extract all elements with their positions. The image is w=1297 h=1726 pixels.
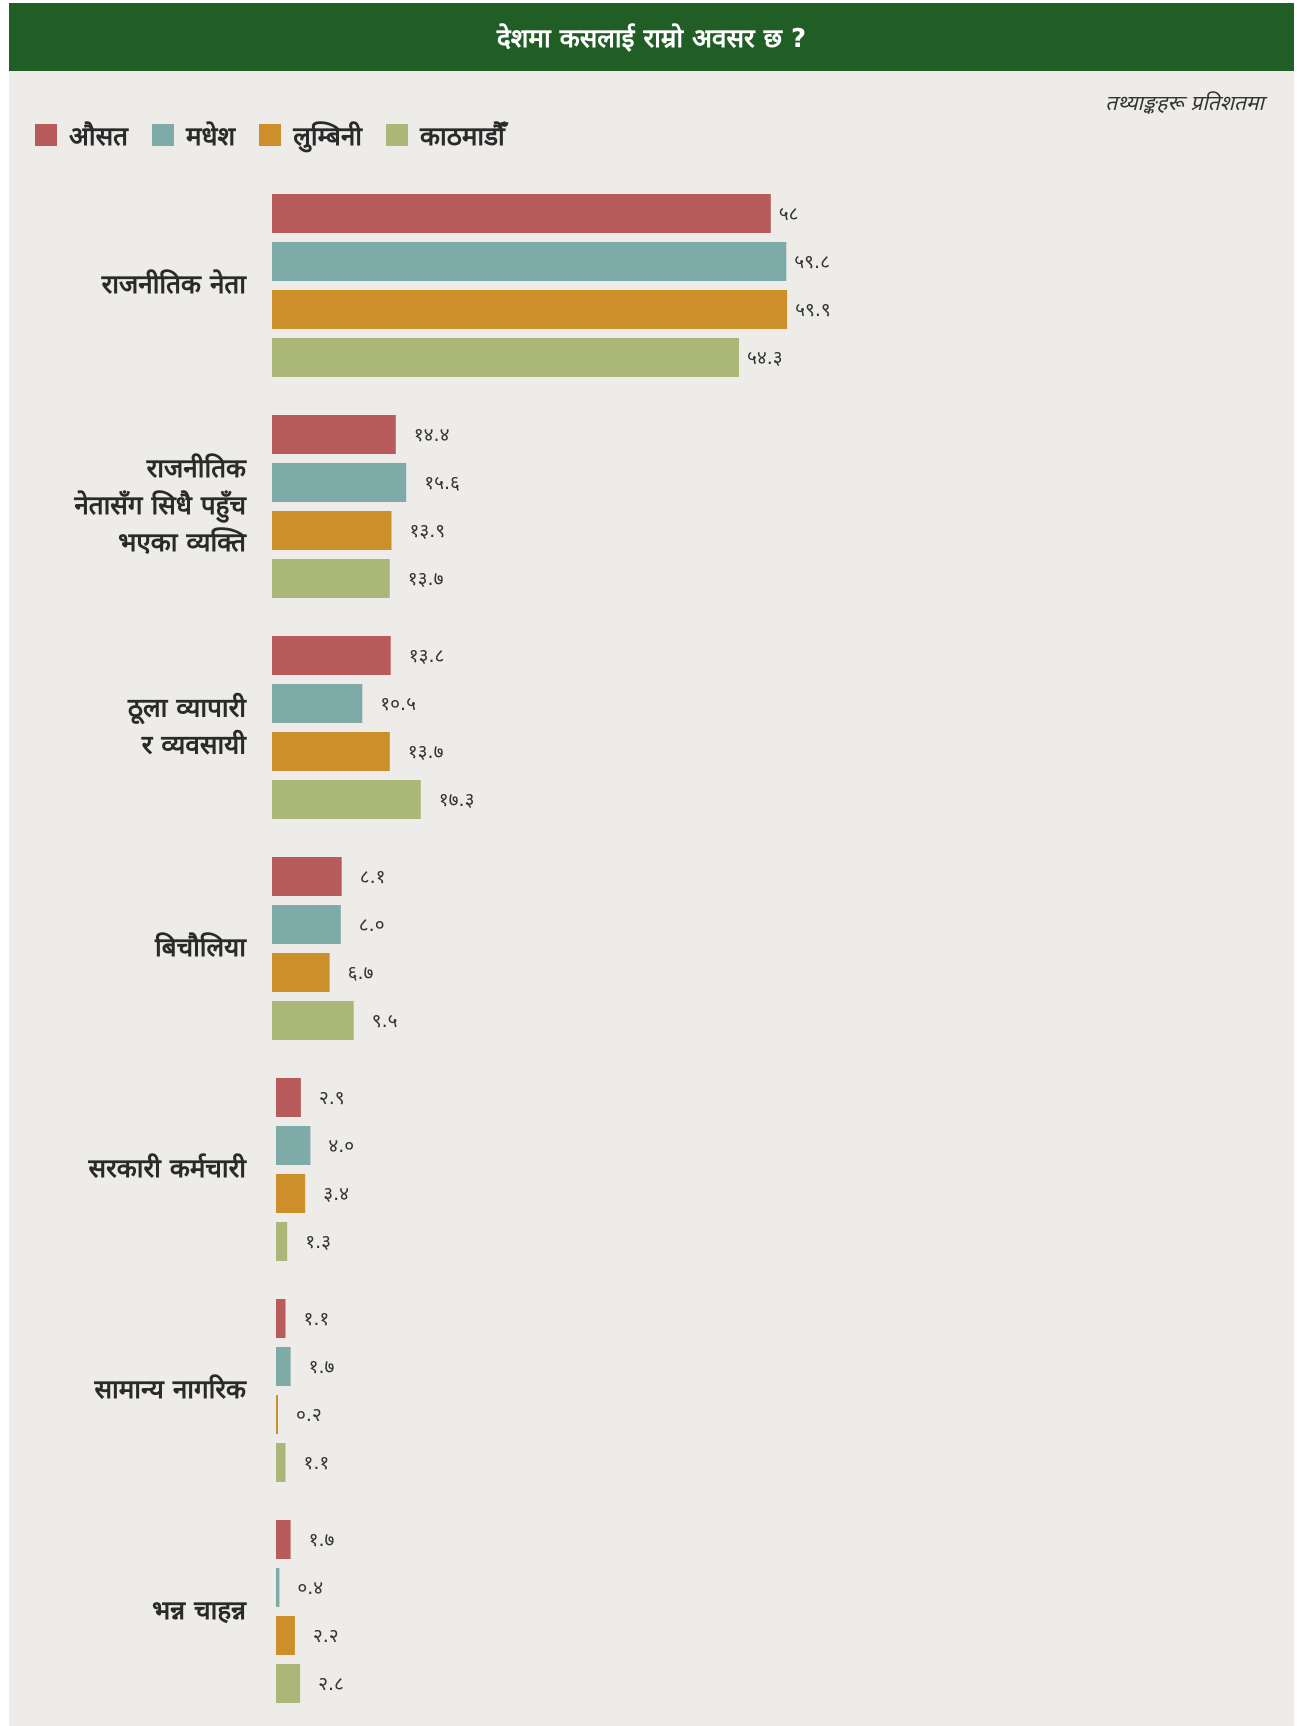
category-label: बिचौलिया [154,932,247,963]
category-label: भन्न चाहन्न [152,1596,247,1626]
data-label: ३.४ [323,1183,349,1205]
chart-title-bar: देशमा कसलाई राम्रो अवसर छ ? [9,3,1294,71]
bar [272,636,391,675]
legend-swatch [259,124,282,146]
category-label: राजनीतिक नेता [101,269,248,300]
bar [272,242,787,281]
data-label: ४.० [328,1135,354,1157]
bar [276,1078,301,1117]
legend-item: मधेश [152,117,235,153]
data-label: ६.७ [348,962,374,984]
bar [272,338,739,377]
bar [272,1001,354,1040]
data-label: १३.७ [408,741,444,763]
bar [272,732,390,771]
bar [276,1568,280,1607]
bar [276,1174,306,1213]
units-note: तथ्याङ्कहरू प्रतिशतमा [1105,91,1264,115]
bar [276,1443,286,1482]
bar [272,857,342,896]
data-label: १३.८ [409,645,445,667]
category-label: सरकारी कर्मचारी [88,1153,248,1184]
data-label: ८.१ [360,866,386,888]
bar [272,290,788,329]
data-label: ०.२ [296,1404,322,1426]
data-label: १.७ [309,1529,335,1551]
data-label: ०.४ [297,1577,323,1599]
legend-item: लुम्बिनी [259,117,362,153]
bar [276,1395,278,1434]
legend-swatch [35,124,57,146]
bar [272,511,392,550]
legend-label: काठमाडौँ [420,122,505,152]
category-label: ठूला व्यापारी [127,693,247,725]
bar [276,1347,291,1386]
bar [272,684,363,723]
data-label: १३.९ [410,520,446,542]
data-label: ९.५ [372,1010,398,1032]
legend-label: औसत [69,122,128,152]
data-label: २.२ [313,1625,339,1647]
bar [272,463,407,502]
bar [276,1616,295,1655]
bar [272,905,341,944]
data-label: १०.५ [380,693,416,715]
bar [272,559,390,598]
data-label: १३.७ [408,568,444,590]
data-label: २.९ [319,1087,345,1109]
legend-item: औसत [35,117,128,153]
category-label: भएका व्यक्ति [118,527,247,558]
bar [276,1299,286,1338]
data-label: १५.६ [424,472,460,494]
legend-item: काठमाडौँ [386,117,505,153]
bar [276,1520,291,1559]
data-label: २.८ [318,1673,344,1695]
data-label: १.१ [304,1452,330,1474]
data-label: १.७ [309,1356,335,1378]
data-label: १.३ [305,1231,331,1253]
legend-label: लुम्बिनी [293,122,363,152]
legend-swatch [152,124,174,146]
legend-label: मधेश [186,122,236,152]
data-label: १४.४ [414,424,450,446]
data-label: ५४.३ [747,347,783,369]
bar [272,780,421,819]
bar [272,953,330,992]
chart-title: देशमा कसलाई राम्रो अवसर छ ? [496,24,807,54]
data-label: ५८ [779,203,799,225]
data-label: ५९.९ [795,299,831,321]
legend: औसत मधेश लुम्बिनी काठमाडौँ [35,117,529,153]
category-label: राजनीतिक [146,453,247,484]
bar [272,194,771,233]
data-label: ५९.८ [794,251,830,273]
bar [276,1222,288,1261]
bar [272,415,396,454]
legend-swatch [386,124,409,146]
data-label: १.१ [304,1308,330,1330]
data-label: १७.३ [439,789,475,811]
category-label: र व्यवसायी [141,730,248,761]
bar [276,1126,311,1165]
category-label: नेतासँग सिधै पहुँच [73,490,247,523]
category-label: सामान्य नागरिक [93,1374,247,1405]
bar [276,1664,301,1703]
data-label: ८.० [359,914,385,936]
